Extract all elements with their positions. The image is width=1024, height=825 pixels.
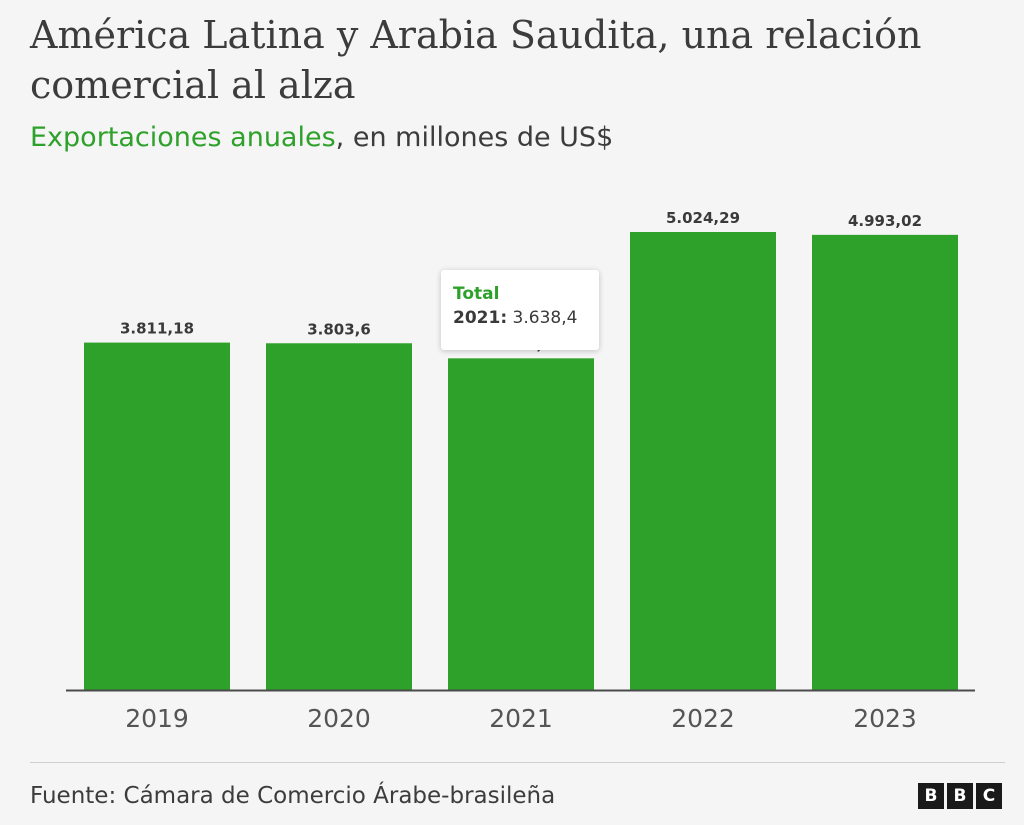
data-label-2023: 4.993,02 [848,212,922,230]
x-tick-2019: 2019 [125,704,189,733]
chart-title: América Latina y Arabia Saudita, una rel… [30,13,922,107]
data-label-2020: 3.803,6 [307,320,371,338]
source-note: Fuente: Cámara de Comercio Árabe-brasile… [30,783,556,809]
tooltip-year: 2021: [453,308,508,328]
x-tick-2020: 2020 [307,704,371,733]
bar-chart: 3.811,18 2019 3.803,6 2020 3.638,4 2021 5.024,… [66,209,975,733]
footer-divider [30,762,1005,763]
data-label-2019: 3.811,18 [120,320,194,338]
data-label-2022: 5.024,29 [666,209,740,227]
x-tick-2021: 2021 [489,704,553,733]
bar-2019 [84,342,230,690]
bar-2022 [630,232,776,690]
bar-2021 [448,358,594,690]
tooltip-value: 3.638,4 [507,308,578,328]
x-tick-2022: 2022 [671,704,735,733]
tooltip: Total 2021: 3.638,4 [441,270,599,350]
x-tick-2023: 2023 [853,704,917,733]
bar-2020 [266,343,412,690]
tooltip-line: 2021: 3.638,4 [453,306,599,330]
tooltip-series: Total [453,284,500,304]
bar-2023 [812,234,958,691]
logo-letter: B [918,783,944,809]
subtitle-rest: , en millones de US$ [335,122,614,153]
logo-letter: C [976,783,1002,809]
logo-letter: B [947,783,973,809]
subtitle-highlight: Exportaciones anuales [30,122,336,153]
chart-subtitle: Exportaciones anuales, en millones de US… [30,122,613,153]
bbc-logo: B B C [918,783,1002,809]
